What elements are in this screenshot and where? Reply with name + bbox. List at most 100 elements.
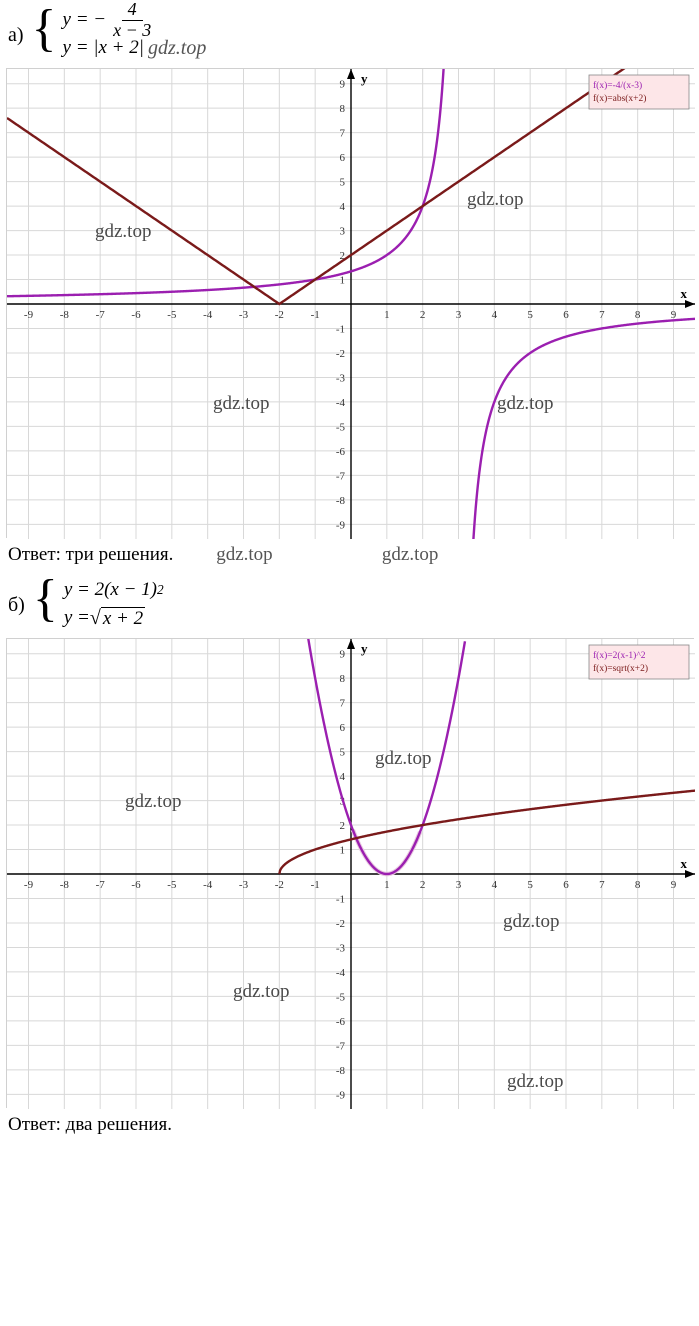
svg-text:-3: -3 [238,309,248,321]
svg-text:7: 7 [339,128,345,140]
svg-text:-9: -9 [23,309,33,321]
problem-b-equations: y = 2(x − 1)2 y = √x + 2 [64,576,164,632]
watermark-inline-a: gdz.top [148,37,206,60]
svg-text:-3: -3 [335,372,345,384]
svg-text:gdz.top: gdz.top [375,748,431,769]
problem-a-header: а) { y = − 4 x − 3 y = |x + 2| gdz.top [4,6,695,62]
svg-text:-5: -5 [167,879,177,891]
svg-text:-9: -9 [23,879,33,891]
chart-b-svg: -9 -8 -7 -6 -5 -4 -3 -2 -1 1 2 3 4 5 6 7 8 9 -9 -8 -7 -6 -5 -4 -… [7,639,695,1109]
svg-text:6: 6 [339,722,345,734]
eq-b2-rad: x + 2 [101,607,145,630]
chart-b: -9 -8 -7 -6 -5 -4 -3 -2 -1 1 2 3 4 5 6 7 8 9 -9 -8 -7 -6 -5 -4 -… [6,638,694,1108]
eq-b2-row: y = √x + 2 [64,604,164,632]
svg-text:y: y [361,641,368,656]
svg-text:gdz.top: gdz.top [467,189,523,210]
svg-text:-2: -2 [335,918,344,930]
eq-a1-num: 4 [122,0,143,21]
svg-text:1: 1 [384,309,390,321]
svg-text:9: 9 [670,879,676,891]
svg-text:9: 9 [339,649,345,661]
svg-text:6: 6 [563,879,569,891]
svg-text:gdz.top: gdz.top [95,221,151,242]
svg-text:x: x [680,856,687,871]
problem-a-equations: y = − 4 x − 3 y = |x + 2| gdz.top [63,6,207,62]
svg-text:gdz.top: gdz.top [503,911,559,932]
svg-text:-2: -2 [335,348,344,360]
svg-text:-6: -6 [335,1016,345,1028]
svg-text:-3: -3 [238,879,248,891]
svg-text:-6: -6 [335,446,345,458]
svg-text:-7: -7 [335,1040,345,1052]
svg-text:-6: -6 [131,309,141,321]
svg-text:-8: -8 [59,879,69,891]
eq-a2-row: y = |x + 2| gdz.top [63,34,207,62]
svg-text:-1: -1 [310,309,319,321]
svg-text:-3: -3 [335,942,345,954]
svg-text:f(x)=sqrt(x+2): f(x)=sqrt(x+2) [593,663,648,674]
svg-text:-9: -9 [335,519,345,531]
svg-text:-5: -5 [335,421,345,433]
svg-text:gdz.top: gdz.top [233,981,289,1002]
svg-text:-4: -4 [335,397,345,409]
svg-text:8: 8 [339,673,345,685]
svg-text:gdz.top: gdz.top [507,1071,563,1092]
svg-text:-9: -9 [335,1089,345,1101]
svg-text:-6: -6 [131,879,141,891]
svg-text:7: 7 [599,879,605,891]
svg-text:8: 8 [634,879,640,891]
svg-text:3: 3 [455,879,461,891]
svg-text:f(x)=abs(x+2): f(x)=abs(x+2) [593,93,646,104]
svg-text:x: x [680,286,687,301]
svg-text:gdz.top: gdz.top [125,791,181,812]
svg-text:4: 4 [339,771,345,783]
svg-text:8: 8 [634,309,640,321]
chart-a-svg: -9-8-7-6-5-4-3-2-1123456789-9-8-7-6-5-4-… [7,69,695,539]
svg-text:-1: -1 [335,893,344,905]
svg-text:-4: -4 [203,879,213,891]
svg-text:f(x)=2(x-1)^2: f(x)=2(x-1)^2 [593,650,646,661]
svg-text:3: 3 [455,309,461,321]
svg-text:7: 7 [339,698,345,710]
svg-text:-8: -8 [335,1065,345,1077]
svg-text:-5: -5 [335,991,345,1003]
svg-text:6: 6 [339,152,345,164]
answer-a: Ответ: три решения. gdz.top gdz.top [8,544,695,566]
eq-b2-lhs: y = [64,607,90,629]
brace-a: { [32,6,57,53]
svg-text:-7: -7 [95,879,105,891]
eq-a2: y = |x + 2| [63,37,144,59]
chart-a: -9-8-7-6-5-4-3-2-1123456789-9-8-7-6-5-4-… [6,68,694,538]
eq-b1-row: y = 2(x − 1)2 [64,576,164,604]
eq-a1-lhs: y = − [63,9,107,31]
svg-text:-5: -5 [167,309,177,321]
eq-b1-sup: 2 [157,582,164,598]
svg-text:4: 4 [491,309,497,321]
svg-text:-1: -1 [335,323,344,335]
svg-text:6: 6 [563,309,569,321]
svg-text:gdz.top: gdz.top [497,393,553,414]
eq-b1: y = 2(x − 1) [64,579,157,601]
svg-text:2: 2 [339,820,345,832]
svg-text:2: 2 [419,879,425,891]
svg-text:4: 4 [491,879,497,891]
sqrt-symbol: √ [90,607,101,630]
svg-text:y: y [361,71,368,86]
problem-a-label: а) [8,6,24,47]
answer-b: Ответ: два решения. [8,1114,695,1136]
svg-text:7: 7 [599,309,605,321]
svg-text:1: 1 [384,879,390,891]
svg-text:5: 5 [527,879,533,891]
svg-text:3: 3 [339,226,345,238]
svg-text:1: 1 [339,275,345,287]
svg-text:-4: -4 [335,967,345,979]
svg-text:5: 5 [339,747,345,759]
svg-text:4: 4 [339,201,345,213]
svg-text:gdz.top: gdz.top [213,393,269,414]
eq-a1: y = − 4 x − 3 [63,6,207,34]
svg-text:1: 1 [339,845,345,857]
svg-text:-1: -1 [310,879,319,891]
svg-text:9: 9 [339,79,345,91]
svg-text:-2: -2 [274,309,283,321]
svg-text:-7: -7 [335,470,345,482]
